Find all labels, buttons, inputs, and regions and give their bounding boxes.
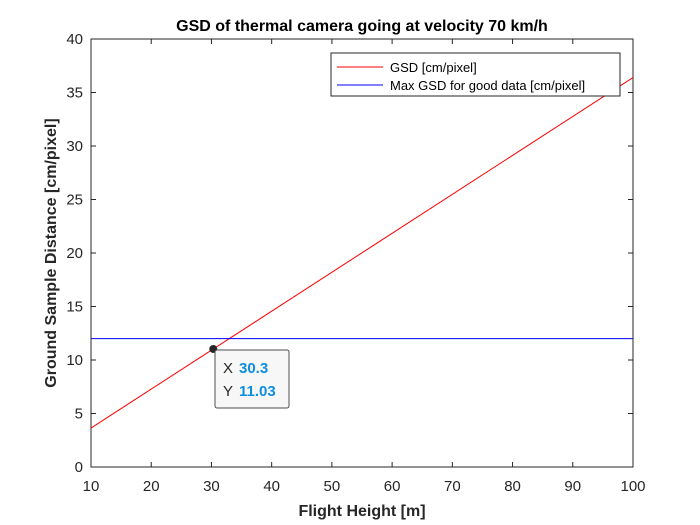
datatip[interactable]: X 30.3 Y 11.03	[209, 344, 290, 409]
x-tick-label: 30	[203, 478, 220, 495]
datatip-box	[214, 349, 290, 409]
x-tick-label: 40	[263, 478, 280, 495]
x-tick-label: 100	[620, 478, 645, 495]
y-ticks: 0 5 10 15 20 25 30 35 40	[66, 31, 633, 476]
x-tick-label: 20	[143, 478, 160, 495]
x-tick-label: 50	[324, 478, 341, 495]
series-line-gsd	[90, 77, 634, 429]
x-tick-label: 80	[504, 478, 521, 495]
y-tick-label: 15	[66, 299, 83, 316]
y-tick-label: 40	[66, 31, 83, 48]
datatip-y-value: 11.03	[239, 383, 276, 400]
y-tick-label: 5	[75, 406, 83, 423]
y-tick-label: 10	[66, 352, 83, 369]
y-tick-label: 20	[66, 245, 83, 262]
datatip-y-key: Y	[223, 383, 233, 400]
datatip-x-value: 30.3	[239, 360, 268, 377]
x-axis-label: Flight Height [m]	[298, 503, 425, 520]
y-axis-label: Ground Sample Distance [cm/pixel]	[43, 118, 60, 387]
y-tick-label: 0	[75, 459, 83, 476]
legend: GSD [cm/pixel] Max GSD for good data [cm…	[330, 52, 621, 97]
legend-box	[330, 52, 621, 97]
x-ticks: 10 20 30 40 50 60 70 80 90 100	[83, 39, 646, 495]
chart-title: GSD of thermal camera going at velocity …	[176, 18, 548, 35]
x-tick-label: 70	[444, 478, 461, 495]
y-tick-label: 30	[66, 138, 83, 155]
x-tick-label: 10	[83, 478, 100, 495]
x-tick-label: 90	[564, 478, 581, 495]
plot-area: 10 20 30 40 50 60 70 80 90 100 0 5 10 15 20 25 30 35 40	[66, 31, 645, 495]
datatip-x-key: X	[223, 360, 233, 377]
legend-label-gsd: GSD [cm/pixel]	[390, 60, 477, 75]
legend-label-max-gsd: Max GSD for good data [cm/pixel]	[390, 78, 585, 93]
series-lines	[90, 77, 634, 429]
y-tick-label: 25	[66, 192, 83, 209]
y-tick-label: 35	[66, 85, 83, 102]
x-tick-label: 60	[384, 478, 401, 495]
